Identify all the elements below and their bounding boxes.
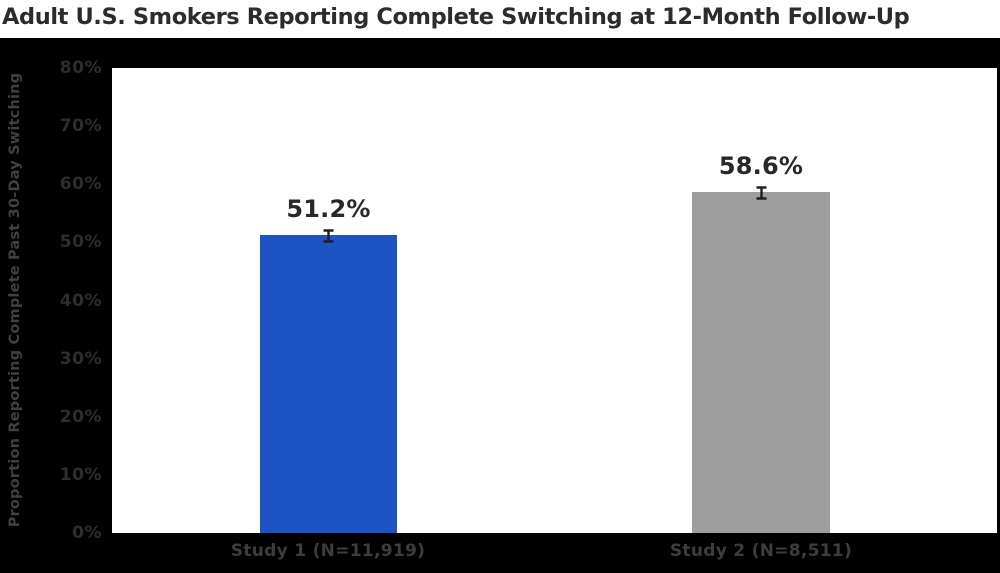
y-tick-label-50: 50%	[59, 232, 102, 252]
chart-title-strip: Adult U.S. Smokers Reporting Complete Sw…	[0, 0, 1000, 38]
y-axis-title-text: Proportion Reporting Complete Past 30-Da…	[7, 72, 23, 528]
y-tick-label-80: 80%	[59, 58, 102, 78]
plot-area: 51.2% 58.6%	[112, 68, 997, 533]
bar-study-1	[260, 235, 397, 533]
bar-value-label-study-2: 58.6%	[718, 152, 804, 181]
y-tick-label-10: 10%	[59, 465, 102, 485]
error-bar-icon	[755, 185, 768, 201]
error-bar-icon	[322, 228, 335, 244]
bar-value-label-study-1: 51.2%	[286, 195, 371, 224]
chart-title: Adult U.S. Smokers Reporting Complete Sw…	[2, 4, 910, 30]
y-tick-label-40: 40%	[59, 291, 102, 311]
y-tick-label-70: 70%	[59, 116, 102, 136]
bar-study-2	[692, 192, 830, 533]
y-tick-label-60: 60%	[59, 174, 102, 194]
y-tick-label-0: 0%	[72, 523, 102, 543]
y-tick-label-30: 30%	[59, 349, 102, 369]
x-category-label-study-2: Study 2 (N=8,511)	[669, 541, 853, 561]
bar-group-study-2: 58.6%	[692, 68, 830, 533]
bar-group-study-1: 51.2%	[260, 68, 397, 533]
y-tick-label-20: 20%	[59, 407, 102, 427]
x-category-label-study-1: Study 1 (N=11,919)	[230, 541, 426, 561]
